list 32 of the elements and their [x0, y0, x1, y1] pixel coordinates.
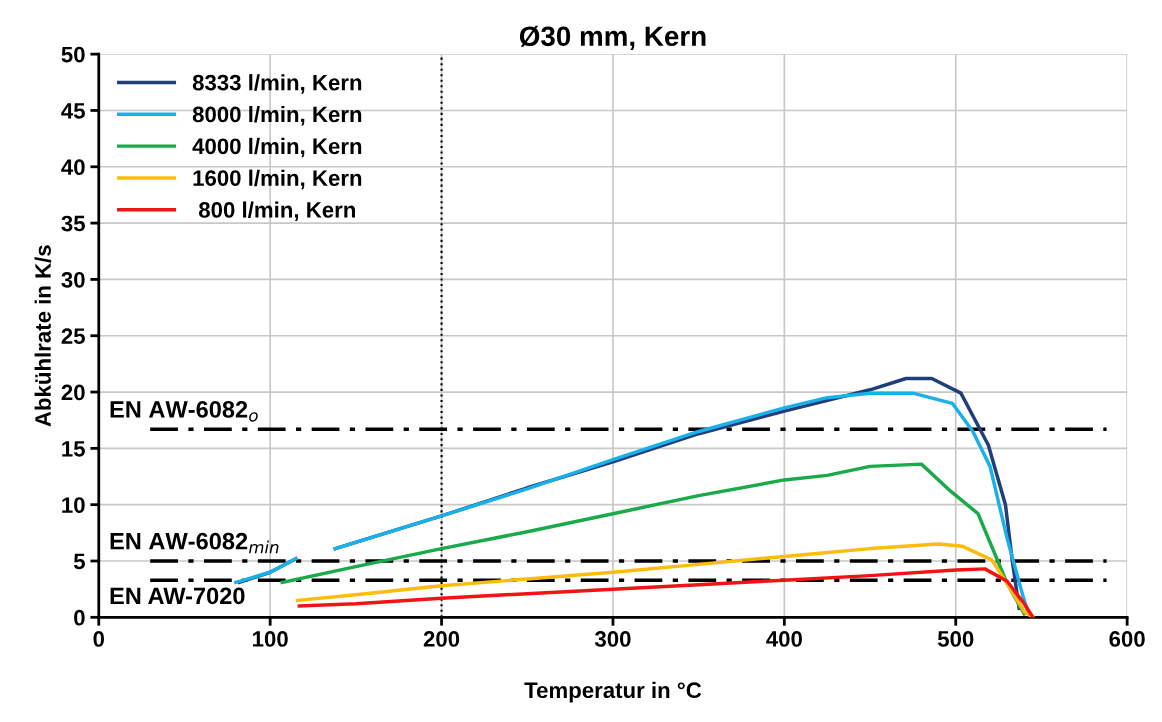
legend-label: 8000 l/min, Kern — [192, 105, 362, 126]
y-tick-label: 15 — [62, 441, 85, 457]
x-tick-label: 500 — [937, 631, 974, 647]
x-tick-label: 300 — [594, 631, 631, 647]
legend-label: 1600 l/min, Kern — [193, 169, 362, 190]
ref-line-label: EN AW-7020 — [110, 587, 245, 605]
x-tick-label: 600 — [1109, 631, 1145, 647]
legend-label: 800 l/min, Kern — [198, 201, 355, 221]
y-tick-label: 50 — [61, 46, 85, 63]
y-tick-label: 30 — [61, 271, 85, 288]
y-tick-label: 0 — [74, 609, 85, 626]
x-tick-label: 100 — [253, 631, 288, 647]
y-tick-label: 45 — [61, 103, 85, 119]
line-series — [280, 462, 1027, 616]
line-series — [297, 567, 1035, 618]
x-tick-label: 400 — [766, 631, 802, 647]
y-axis-title: Abkühlrate in K/s — [34, 245, 52, 427]
legend-label: 4000 l/min, Kern — [192, 137, 362, 158]
y-tick-label: 10 — [62, 497, 85, 513]
ref-line-label: EN AW-6082$_{o}$ — [110, 401, 258, 422]
x-tick-label: 0 — [93, 631, 105, 647]
y-tick-label: 40 — [61, 159, 85, 176]
x-axis-title: Temperatur in °C — [524, 681, 702, 703]
chart-title: Ø30 mm, Kern — [519, 25, 706, 51]
ref-line-label: EN AW-6082$_{min}$ — [110, 532, 279, 554]
y-tick-label: 35 — [61, 215, 85, 232]
x-tick-label: 200 — [423, 631, 460, 647]
y-tick-label: 20 — [61, 384, 85, 401]
line-series — [295, 542, 1035, 618]
legend-label: 8333 l/min, Kern — [192, 74, 362, 94]
y-tick-label: 5 — [73, 553, 85, 570]
y-tick-label: 25 — [61, 328, 85, 344]
